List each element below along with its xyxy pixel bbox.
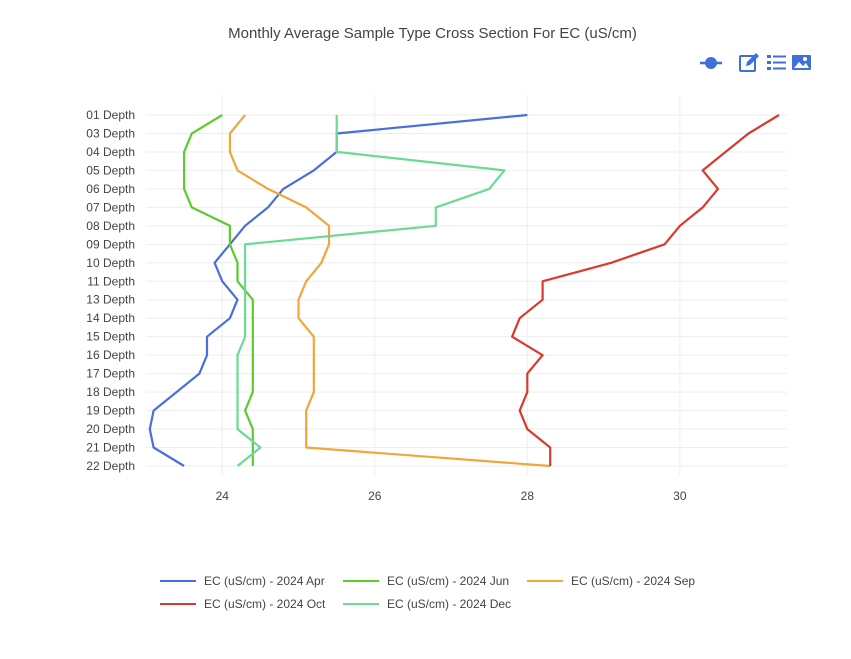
legend-label: EC (uS/cm) - 2024 Jun	[387, 574, 510, 588]
y-tick-label: 18 Depth	[86, 385, 135, 399]
y-tick-label: 17 Depth	[86, 367, 135, 381]
x-tick-label: 26	[368, 489, 382, 503]
x-tick-label: 28	[521, 489, 535, 503]
legend-item[interactable]: EC (uS/cm) - 2024 Jun	[343, 572, 509, 590]
legend-item[interactable]: EC (uS/cm) - 2024 Oct	[160, 595, 325, 613]
y-tick-label: 11 Depth	[87, 274, 135, 288]
x-tick-label: 30	[673, 489, 687, 503]
legend-item[interactable]: EC (uS/cm) - 2024 Dec	[343, 595, 511, 613]
legend-swatch	[343, 580, 379, 582]
y-tick-label: 03 Depth	[86, 126, 135, 140]
legend-swatch	[160, 603, 196, 605]
y-tick-label: 07 Depth	[86, 200, 135, 214]
series-line[interactable]	[510, 114, 780, 466]
legend-label: EC (uS/cm) - 2024 Dec	[387, 597, 512, 611]
y-tick-label: 06 Depth	[86, 182, 135, 196]
legend-item[interactable]: EC (uS/cm) - 2024 Apr	[160, 572, 325, 590]
series-layer	[148, 113, 780, 468]
y-tick-label: 21 Depth	[86, 441, 135, 455]
series-line[interactable]	[228, 114, 551, 468]
series-line[interactable]	[183, 114, 254, 466]
series-line[interactable]	[148, 113, 528, 467]
y-tick-labels: 01 Depth 03 Depth 04 Depth 05 Depth 06 Depth…	[86, 108, 135, 473]
y-tick-label: 15 Depth	[86, 330, 135, 344]
legend-swatch	[343, 603, 379, 605]
legend-swatch	[160, 580, 196, 582]
y-tick-label: 04 Depth	[86, 145, 135, 159]
x-tick-labels: 24 26 28 30	[216, 489, 687, 503]
y-tick-label: 19 Depth	[86, 404, 135, 418]
chart-title: Monthly Average Sample Type Cross Sectio…	[228, 25, 637, 42]
y-tick-label: 10 Depth	[86, 256, 135, 270]
legend-swatch	[527, 580, 563, 582]
y-tick-label: 13 Depth	[86, 293, 135, 307]
y-tick-label: 01 Depth	[86, 108, 135, 122]
autoscale-icon[interactable]	[698, 52, 722, 74]
y-tick-label: 09 Depth	[86, 237, 135, 251]
y-tick-label: 08 Depth	[86, 219, 135, 233]
y-tick-label: 05 Depth	[86, 163, 135, 177]
legend-item[interactable]: EC (uS/cm) - 2024 Sep	[527, 572, 695, 590]
series-line[interactable]	[236, 115, 506, 467]
y-tick-label: 14 Depth	[86, 311, 135, 325]
x-tick-label: 24	[216, 489, 230, 503]
legend-label: EC (uS/cm) - 2024 Oct	[204, 597, 326, 611]
edit-icon[interactable]	[738, 52, 760, 74]
legend-label: EC (uS/cm) - 2024 Sep	[571, 574, 696, 588]
list-icon[interactable]	[766, 52, 788, 74]
y-tick-label: 16 Depth	[86, 348, 135, 362]
legend-label: EC (uS/cm) - 2024 Apr	[204, 574, 325, 588]
y-tick-label: 20 Depth	[86, 422, 135, 436]
image-icon[interactable]	[791, 52, 813, 74]
y-tick-label: 22 Depth	[86, 459, 135, 473]
